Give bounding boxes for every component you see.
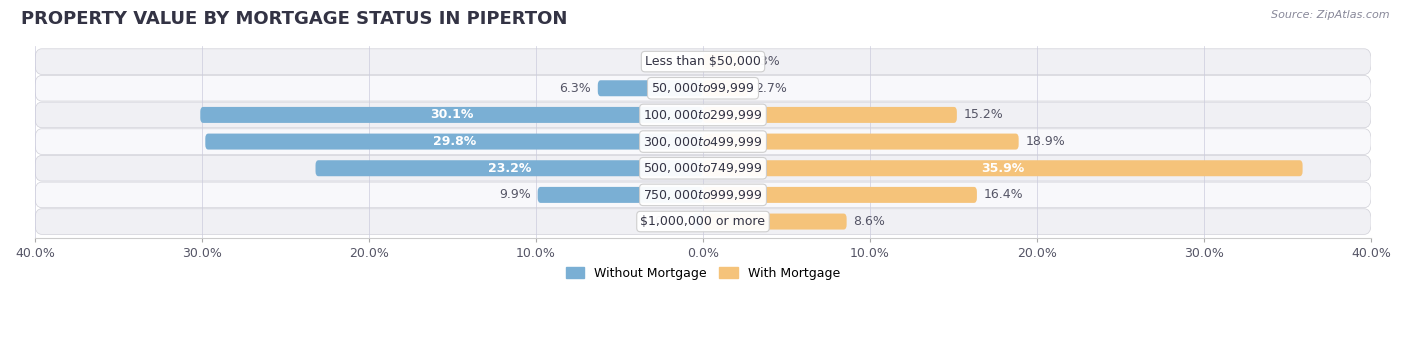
Text: $1,000,000 or more: $1,000,000 or more — [641, 215, 765, 228]
Text: Source: ZipAtlas.com: Source: ZipAtlas.com — [1271, 10, 1389, 20]
Legend: Without Mortgage, With Mortgage: Without Mortgage, With Mortgage — [561, 262, 845, 285]
Text: $50,000 to $99,999: $50,000 to $99,999 — [651, 81, 755, 95]
Text: 29.8%: 29.8% — [433, 135, 475, 148]
Text: 16.4%: 16.4% — [984, 188, 1024, 201]
FancyBboxPatch shape — [703, 214, 846, 230]
Text: $500,000 to $749,999: $500,000 to $749,999 — [644, 161, 762, 175]
FancyBboxPatch shape — [703, 54, 741, 70]
FancyBboxPatch shape — [703, 187, 977, 203]
FancyBboxPatch shape — [35, 182, 1371, 208]
Text: $750,000 to $999,999: $750,000 to $999,999 — [644, 188, 762, 202]
FancyBboxPatch shape — [35, 49, 1371, 74]
Text: 30.1%: 30.1% — [430, 108, 474, 121]
FancyBboxPatch shape — [537, 187, 703, 203]
FancyBboxPatch shape — [35, 129, 1371, 154]
Text: Less than $50,000: Less than $50,000 — [645, 55, 761, 68]
Text: $300,000 to $499,999: $300,000 to $499,999 — [644, 135, 762, 149]
Text: 35.9%: 35.9% — [981, 162, 1025, 175]
FancyBboxPatch shape — [35, 102, 1371, 128]
Text: 18.9%: 18.9% — [1025, 135, 1066, 148]
Text: 15.2%: 15.2% — [963, 108, 1004, 121]
Text: 9.9%: 9.9% — [499, 188, 531, 201]
Text: 0.6%: 0.6% — [654, 215, 686, 228]
FancyBboxPatch shape — [205, 134, 703, 150]
Text: 6.3%: 6.3% — [560, 82, 591, 95]
Text: PROPERTY VALUE BY MORTGAGE STATUS IN PIPERTON: PROPERTY VALUE BY MORTGAGE STATUS IN PIP… — [21, 10, 568, 28]
FancyBboxPatch shape — [200, 107, 703, 123]
FancyBboxPatch shape — [703, 134, 1019, 150]
Text: 2.7%: 2.7% — [755, 82, 786, 95]
FancyBboxPatch shape — [35, 155, 1371, 181]
FancyBboxPatch shape — [703, 107, 957, 123]
Text: 23.2%: 23.2% — [488, 162, 531, 175]
FancyBboxPatch shape — [35, 209, 1371, 234]
Text: 2.3%: 2.3% — [748, 55, 780, 68]
FancyBboxPatch shape — [35, 75, 1371, 101]
FancyBboxPatch shape — [598, 80, 703, 96]
FancyBboxPatch shape — [703, 160, 1302, 176]
FancyBboxPatch shape — [693, 214, 703, 230]
Text: $100,000 to $299,999: $100,000 to $299,999 — [644, 108, 762, 122]
FancyBboxPatch shape — [703, 80, 748, 96]
Text: 8.6%: 8.6% — [853, 215, 886, 228]
FancyBboxPatch shape — [315, 160, 703, 176]
